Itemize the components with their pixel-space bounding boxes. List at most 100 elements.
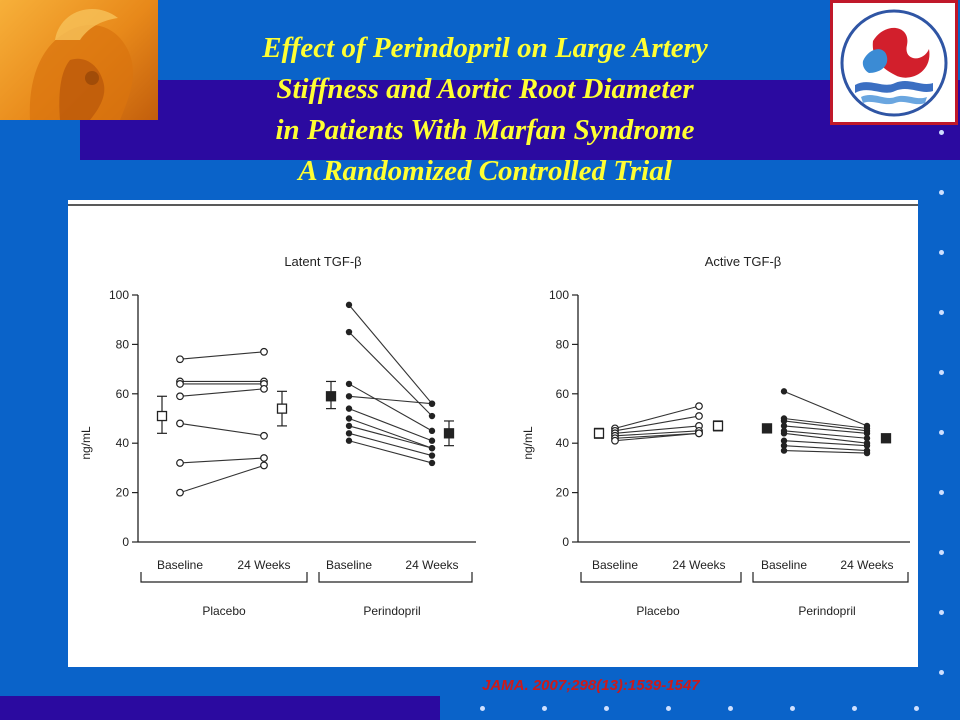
decorative-dot <box>604 706 609 711</box>
chart-1-ytick-label: 40 <box>116 436 130 450</box>
chart-2-subject-line <box>783 445 868 452</box>
decorative-dot <box>542 706 547 711</box>
chart-panel: Latent TGF-β ng/mL Baseline 24 Weeks Bas… <box>68 200 918 667</box>
chart-2-subject-point <box>695 402 703 411</box>
decorative-dot <box>939 670 944 675</box>
chart-1-ytick-label: 60 <box>116 387 130 401</box>
decorative-dot <box>852 706 857 711</box>
chart-2-perindopril-baseline-label: Baseline <box>761 558 807 572</box>
helmet-logo <box>0 0 158 120</box>
chart-1-subject-point <box>345 380 353 388</box>
chart-1-subject-line <box>348 417 433 449</box>
chart-1-subject-line <box>348 440 433 464</box>
chart-1-subject-point <box>260 461 268 470</box>
chart-1-subject-point <box>345 430 353 437</box>
chart-2-group-perindopril-label: Perindopril <box>798 604 855 618</box>
chart-2-summary-mean <box>761 423 773 434</box>
chart-2-placebo-baseline-label: Baseline <box>592 558 638 572</box>
chart-1-subject-point <box>345 437 353 444</box>
footer-band <box>0 696 440 720</box>
chart-2-subject-line <box>614 405 700 429</box>
chart-2-placebo-24weeks-label: 24 Weeks <box>672 558 725 572</box>
chart-1-summary-mean <box>156 410 168 422</box>
chart-1-subject-point <box>428 459 436 467</box>
chart-2-summary-mean <box>593 428 605 439</box>
chart-2-ytick-label: 100 <box>549 288 569 302</box>
chart-1-perindopril-baseline-label: Baseline <box>326 558 372 572</box>
chart-1-placebo-24weeks-label: 24 Weeks <box>237 558 290 572</box>
chart-2-title: Active TGF-β <box>705 254 782 269</box>
title-line-2: Stiffness and Aortic Root Diameter <box>276 73 694 105</box>
chart-2-ylabel: ng/mL <box>521 426 535 460</box>
chart-2-subject-point <box>695 412 703 420</box>
decorative-dot <box>939 430 944 435</box>
title-line-1: Effect of Perindopril on Large Artery <box>262 32 708 64</box>
chart-1-subject-line <box>179 457 265 464</box>
chart-2-perindopril-24weeks-label: 24 Weeks <box>840 558 893 572</box>
chart-2-group-bracket-0 <box>580 572 742 583</box>
chart-1-subject-line <box>348 395 433 405</box>
decorative-dot <box>939 190 944 195</box>
decorative-dot <box>939 310 944 315</box>
chart-2-subject-point <box>780 388 788 395</box>
society-logo <box>830 0 958 125</box>
decorative-dot <box>480 706 485 711</box>
decorative-dot <box>939 250 944 255</box>
chart-1-subject-line <box>179 351 265 360</box>
chart-1-placebo-baseline-label: Baseline <box>157 558 203 572</box>
title-band <box>80 80 960 160</box>
slide-title: Effect of Perindopril on Large Artery St… <box>160 28 810 192</box>
chart-1-subject-line <box>348 304 433 405</box>
chart-2-ytick-label: 0 <box>562 535 569 549</box>
chart-2-ytick-label: 60 <box>556 387 570 401</box>
chart-1-subject-point <box>176 459 184 467</box>
decorative-dot <box>914 706 919 711</box>
chart-2-subject-line <box>783 430 868 439</box>
chart-1-ytick-label: 100 <box>109 288 129 302</box>
chart-1-subject-line <box>348 383 433 432</box>
chart-2-subject-point <box>695 429 703 438</box>
decorative-dots-horizontal <box>480 706 960 716</box>
chart-1-ytick-label: 20 <box>116 486 130 500</box>
chart-1-subject-point <box>428 400 436 407</box>
chart-1-subject-point <box>345 415 353 422</box>
chart-1-subject-point <box>428 412 436 420</box>
chart-1-subject-point <box>345 328 353 336</box>
decorative-dot <box>939 130 944 135</box>
chart-1-ylabel: ng/mL <box>79 426 93 460</box>
chart-2-subject-line <box>614 415 700 432</box>
title-line-4: A Randomized Controlled Trial <box>298 155 672 187</box>
chart-2-summary-mean <box>880 433 892 444</box>
decorative-dot <box>728 706 733 711</box>
chart-1-subject-point <box>176 488 184 497</box>
chart-1-plot: 0 20 40 60 80 100 <box>109 288 476 583</box>
chart-1-subject-point <box>176 392 184 401</box>
decorative-dot <box>939 610 944 615</box>
chart-2-subject-point <box>780 447 788 454</box>
chart-1-subject-line <box>179 388 265 397</box>
chart-1-ytick-label: 80 <box>116 337 130 351</box>
chart-1-subject-point <box>176 419 184 428</box>
decorative-dot <box>939 550 944 555</box>
decorative-dot <box>939 490 944 495</box>
chart-1-subject-point <box>345 301 353 309</box>
chart-1-title: Latent TGF-β <box>284 254 361 269</box>
chart-2-subject-line <box>614 430 700 437</box>
chart-1-subject-point <box>345 393 353 400</box>
chart-1-subject-point <box>428 437 436 444</box>
chart-1-subject-line <box>348 331 433 417</box>
title-line-3: in Patients With Marfan Syndrome <box>275 114 695 146</box>
charts-svg: Latent TGF-β ng/mL Baseline 24 Weeks Bas… <box>68 204 918 618</box>
chart-2-subject-line <box>783 432 868 444</box>
chart-1-subject-point <box>176 355 184 364</box>
citation: JAMA. 2007;298(13):1539-1547 <box>482 677 700 694</box>
chart-1-group-placebo-label: Placebo <box>202 604 246 618</box>
chart-2-group-placebo-label: Placebo <box>636 604 680 618</box>
decorative-dot <box>666 706 671 711</box>
chart-2-subject-line <box>614 432 700 442</box>
chart-2-plot: 0 20 40 60 80 100 <box>549 288 910 583</box>
chart-2-summary-mean <box>712 420 724 432</box>
chart-1-subject-point <box>260 384 268 393</box>
chart-1-summary-mean <box>276 403 288 414</box>
chart-1-subject-line <box>348 425 433 449</box>
